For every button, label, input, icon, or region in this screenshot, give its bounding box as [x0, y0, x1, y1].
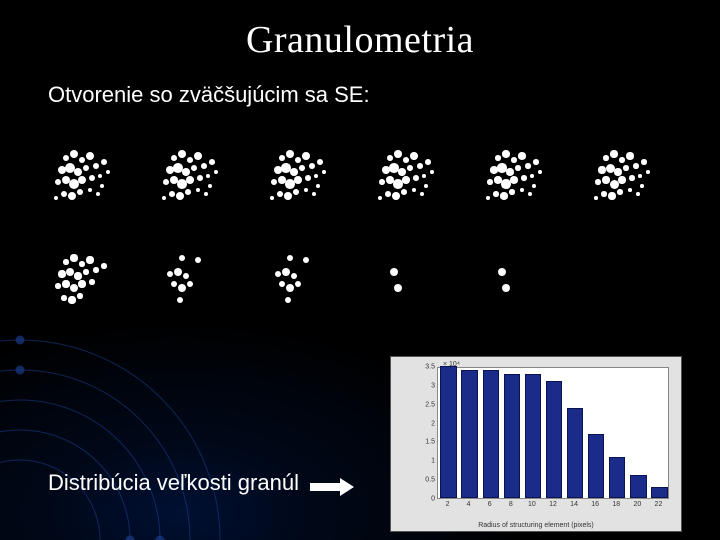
- chart-xtick: 2: [446, 501, 450, 508]
- granule-cell: [588, 148, 682, 218]
- chart-bar: [440, 366, 456, 498]
- chart-ytick: 1.5: [425, 439, 435, 446]
- chart-ytick: 2.5: [425, 401, 435, 408]
- chart-bar: [567, 408, 583, 499]
- bottom-label: Distribúcia veľkosti granúl: [48, 470, 299, 496]
- granule-cell: [264, 252, 358, 322]
- chart-bar: [504, 374, 520, 498]
- granule-cell: [372, 252, 466, 322]
- chart-xticks: 2 4 6 8 10 12 14 16 18 20 22: [437, 501, 669, 511]
- granule-cell: [48, 252, 142, 322]
- chart-bar: [630, 475, 646, 498]
- chart-bar: [651, 487, 667, 498]
- chart-bar: [588, 434, 604, 498]
- chart-xtick: 6: [488, 501, 492, 508]
- chart-ytick: 0: [431, 496, 435, 503]
- chart-xtick: 14: [570, 501, 578, 508]
- chart-yticks: 00.511.522.533.5: [421, 367, 435, 499]
- granule-cell: [156, 252, 250, 322]
- chart-xtick: 8: [509, 501, 513, 508]
- chart-ytick: 3: [431, 382, 435, 389]
- chart-xtick: 20: [633, 501, 641, 508]
- granule-cell: [264, 148, 358, 218]
- chart-bar: [525, 374, 541, 498]
- chart-plot-area: [437, 367, 669, 499]
- chart-xtick: 22: [655, 501, 663, 508]
- chart-bar: [546, 381, 562, 498]
- chart-ytick: 1: [431, 458, 435, 465]
- chart-bar: [483, 370, 499, 498]
- chart-xtick: 12: [549, 501, 557, 508]
- chart-ytick: 3.5: [425, 364, 435, 371]
- chart-bar: [461, 370, 477, 498]
- chart-xtick: 18: [612, 501, 620, 508]
- distribution-chart: × 10⁴ Area of opened image (pixels) 00.5…: [390, 356, 682, 532]
- granule-grid: [48, 148, 682, 322]
- chart-bar: [609, 457, 625, 498]
- slide-title: Granulometria: [0, 18, 720, 62]
- granule-cell: [48, 148, 142, 218]
- subtitle: Otvorenie so zväčšujúcim sa SE:: [48, 82, 370, 108]
- chart-xtick: 10: [528, 501, 536, 508]
- decorative-swirl: [0, 320, 300, 540]
- chart-xlabel: Radius of structuring element (pixels): [391, 522, 681, 529]
- chart-xtick: 16: [591, 501, 599, 508]
- granule-cell: [480, 252, 574, 322]
- granule-cell: [588, 252, 682, 322]
- granule-cell: [372, 148, 466, 218]
- granule-cell: [156, 148, 250, 218]
- arrow-icon: [310, 478, 354, 496]
- granule-cell: [480, 148, 574, 218]
- chart-xtick: 4: [467, 501, 471, 508]
- chart-ytick: 2: [431, 420, 435, 427]
- slide: Granulometria Otvorenie so zväčšujúcim s…: [0, 0, 720, 540]
- chart-ytick: 0.5: [425, 477, 435, 484]
